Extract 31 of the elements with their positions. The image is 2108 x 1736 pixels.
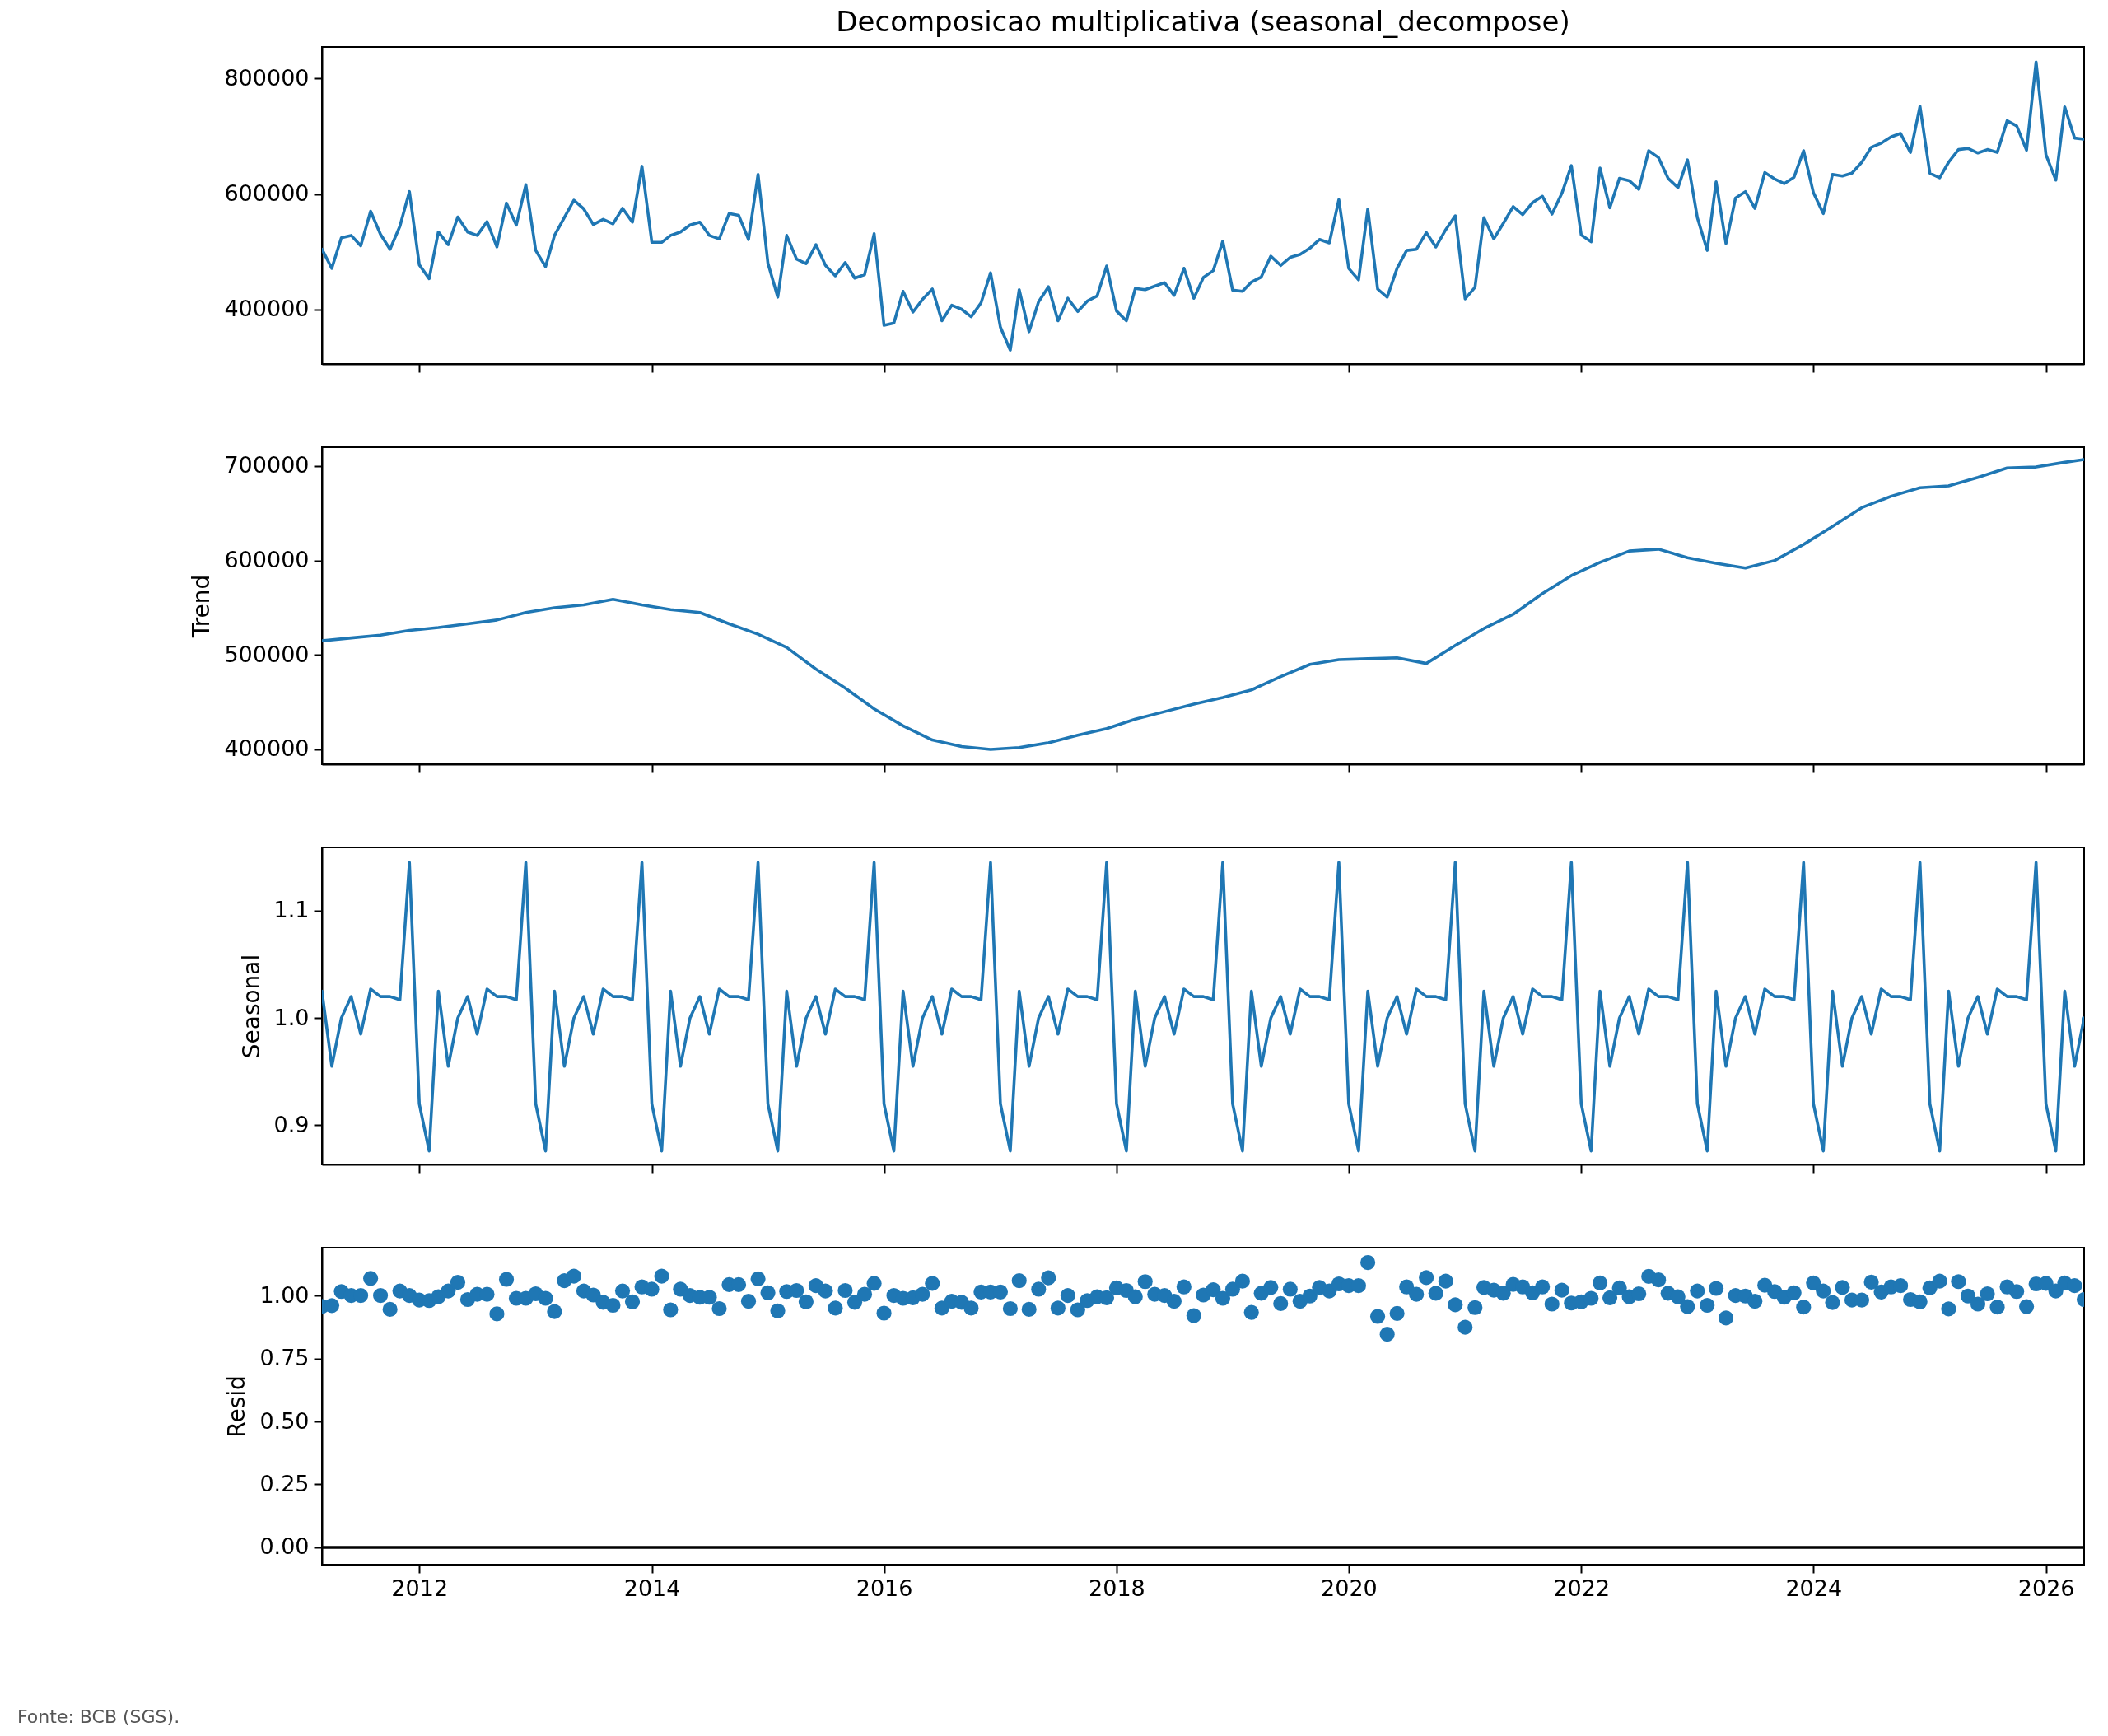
x-tick-label: 2020	[1321, 1575, 1378, 1601]
x-tick-label: 2026	[2017, 1575, 2075, 1601]
line-series	[322, 60, 2084, 352]
line-series	[322, 861, 2084, 1153]
y-axis-title: Seasonal	[237, 954, 265, 1059]
y-tick-label: 700000	[224, 452, 310, 478]
x-tick-label: 2024	[1785, 1575, 1843, 1601]
chart-title: Decomposicao multiplicativa (seasonal_decompose)	[836, 5, 1570, 38]
x-tick-label: 2018	[1089, 1575, 1145, 1601]
y-tick-label: 0.75	[259, 1345, 310, 1371]
y-tick-label: 500000	[224, 641, 310, 667]
line-series	[322, 458, 2084, 751]
y-tick-label: 400000	[224, 296, 310, 321]
y-tick-label: 0.25	[259, 1470, 310, 1496]
y-tick-label: 0.50	[259, 1407, 310, 1434]
y-tick-label: 400000	[224, 735, 310, 762]
x-tick-label: 2022	[1553, 1575, 1611, 1601]
source-note: Fonte: BCB (SGS).	[17, 1706, 180, 1727]
y-axis-title: Resid	[223, 1375, 251, 1438]
y-tick-label: 1.00	[259, 1281, 310, 1308]
y-tick-label: 0.00	[259, 1533, 310, 1560]
y-tick-label: 600000	[224, 547, 310, 573]
y-tick-label: 0.9	[273, 1111, 310, 1137]
x-tick-label: 2014	[623, 1575, 681, 1601]
y-tick-label: 1.1	[273, 897, 310, 923]
x-tick-label: 2012	[391, 1575, 449, 1601]
y-tick-label: 600000	[224, 180, 310, 206]
x-tick-label: 2016	[856, 1575, 913, 1601]
y-axis-title: Trend	[188, 574, 216, 639]
y-tick-label: 800000	[224, 65, 310, 91]
y-tick-label: 1.0	[273, 1004, 310, 1030]
